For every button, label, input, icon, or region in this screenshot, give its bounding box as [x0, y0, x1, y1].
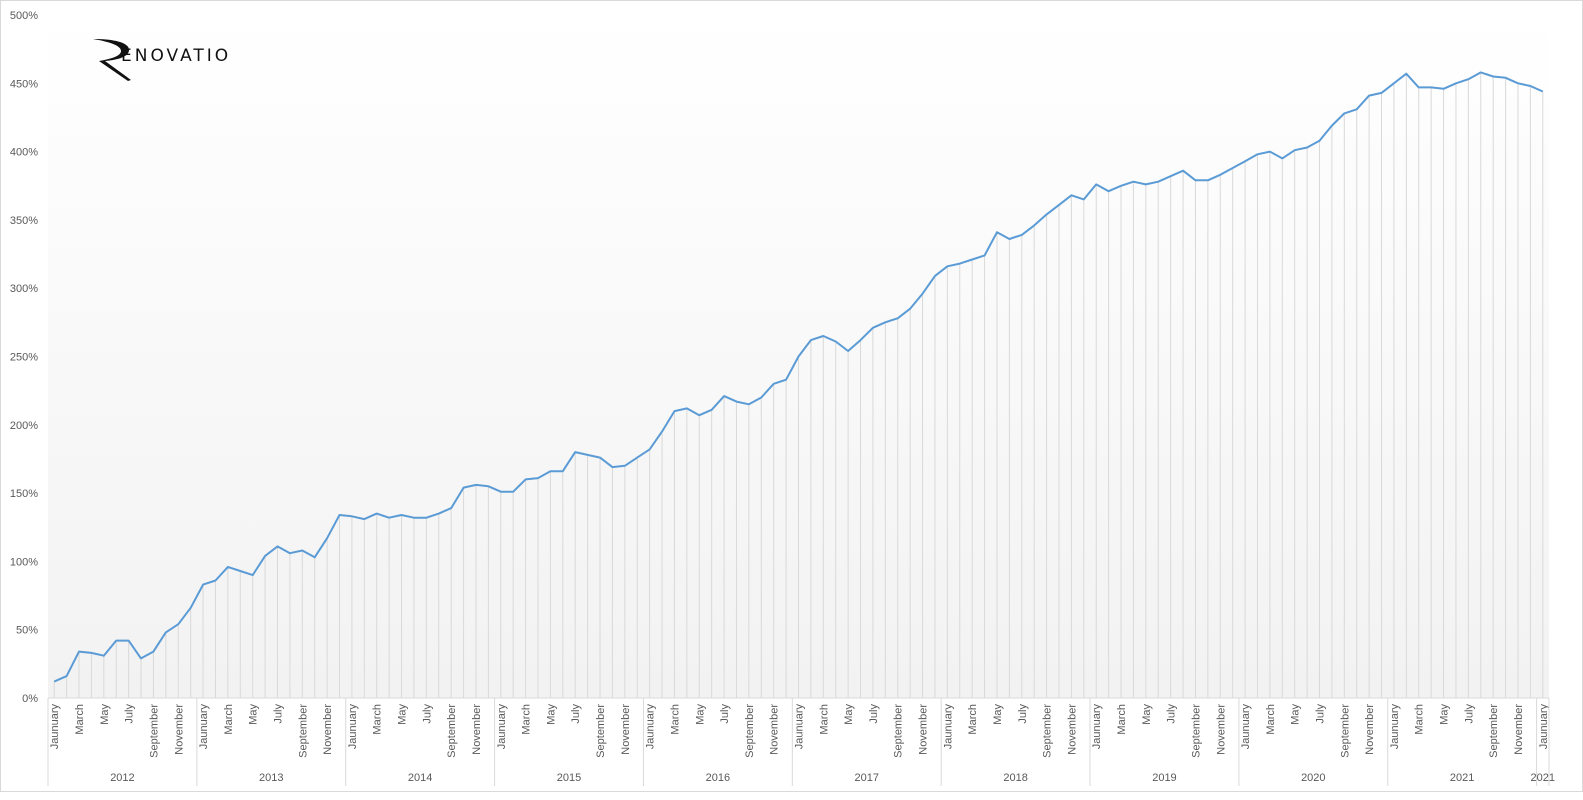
x-year-label: 2014 [408, 772, 432, 784]
x-year-label: 2018 [1003, 772, 1027, 784]
x-month-label: September [744, 704, 756, 758]
x-month-label: Jaunuary [645, 704, 657, 750]
x-month-label: Jaunuary [1538, 704, 1550, 750]
x-month-label: March [372, 704, 384, 735]
y-tick-label: 250% [10, 352, 38, 364]
x-month-label: September [297, 704, 309, 758]
y-tick-label: 300% [10, 283, 38, 295]
x-month-label: July [421, 704, 433, 724]
x-month-label: Jaunuary [496, 704, 508, 750]
x-year-label: 2017 [854, 772, 878, 784]
x-year-label: 2021 [1531, 772, 1555, 784]
x-month-label: September [1042, 704, 1054, 758]
x-month-label: November [1215, 704, 1227, 755]
x-year-label: 2016 [706, 772, 730, 784]
x-month-label: May [1439, 704, 1451, 725]
x-month-label: March [1414, 704, 1426, 735]
x-month-label: September [148, 704, 160, 758]
x-month-label: May [1290, 704, 1302, 725]
y-tick-label: 50% [16, 625, 38, 637]
x-month-label: September [595, 704, 607, 758]
x-month-label: November [173, 704, 185, 755]
x-month-label: November [769, 704, 781, 755]
x-month-label: September [893, 704, 905, 758]
x-month-label: May [694, 704, 706, 725]
y-tick-label: 400% [10, 147, 38, 159]
logo: ENOVATIO [93, 39, 231, 81]
y-tick-label: 500% [10, 10, 38, 22]
x-year-label: 2012 [110, 772, 134, 784]
x-month-label: July [570, 704, 582, 724]
x-month-label: November [918, 704, 930, 755]
x-month-label: November [471, 704, 483, 755]
x-month-label: July [1463, 704, 1475, 724]
x-year-label: 2021 [1450, 772, 1474, 784]
x-year-label: 2013 [259, 772, 283, 784]
x-month-label: Jaunuary [347, 704, 359, 750]
x-year-label: 2019 [1152, 772, 1176, 784]
x-year-label: 2015 [557, 772, 581, 784]
x-month-label: Jaunuary [1240, 704, 1252, 750]
x-month-label: March [74, 704, 86, 735]
x-month-label: Jaunuary [1389, 704, 1401, 750]
logo-swoosh-r [93, 39, 131, 81]
series-line [53, 71, 1544, 683]
x-month-label: September [1488, 704, 1500, 758]
x-month-label: March [521, 704, 533, 735]
x-month-label: Jaunuary [794, 704, 806, 750]
x-month-label: May [397, 704, 409, 725]
x-month-label: May [992, 704, 1004, 725]
x-month-label: September [1190, 704, 1202, 758]
y-tick-label: 200% [10, 420, 38, 432]
x-month-label: Jaunuary [1091, 704, 1103, 750]
x-month-label: May [545, 704, 557, 725]
logo-text: ENOVATIO [121, 46, 231, 66]
x-month-label: July [868, 704, 880, 724]
x-month-label: July [1166, 704, 1178, 724]
x-month-label: March [967, 704, 979, 735]
x-month-label: July [1315, 704, 1327, 724]
y-tick-label: 150% [10, 488, 38, 500]
x-month-label: July [719, 704, 731, 724]
y-tick-label: 350% [10, 215, 38, 227]
y-tick-label: 0% [22, 693, 38, 705]
x-month-label: November [620, 704, 632, 755]
x-month-label: November [1066, 704, 1078, 755]
x-month-label: September [446, 704, 458, 758]
x-month-label: March [223, 704, 235, 735]
x-month-label: May [248, 704, 260, 725]
x-month-label: Jaunuary [49, 704, 61, 750]
x-month-label: July [272, 704, 284, 724]
x-month-label: November [1364, 704, 1376, 755]
x-month-label: July [124, 704, 136, 724]
x-month-label: March [818, 704, 830, 735]
x-year-label: 2020 [1301, 772, 1325, 784]
x-month-label: March [1265, 704, 1277, 735]
x-month-label: November [1513, 704, 1525, 755]
x-month-label: Jaunuary [198, 704, 210, 750]
x-month-label: May [1141, 704, 1153, 725]
x-month-label: July [1017, 704, 1029, 724]
x-month-label: May [99, 704, 111, 725]
x-month-label: Jaunuary [942, 704, 954, 750]
y-tick-label: 450% [10, 78, 38, 90]
x-month-label: May [843, 704, 855, 725]
x-month-label: March [669, 704, 681, 735]
x-month-label: March [1116, 704, 1128, 735]
y-tick-label: 100% [10, 556, 38, 568]
x-month-label: November [322, 704, 334, 755]
x-month-label: September [1339, 704, 1351, 758]
